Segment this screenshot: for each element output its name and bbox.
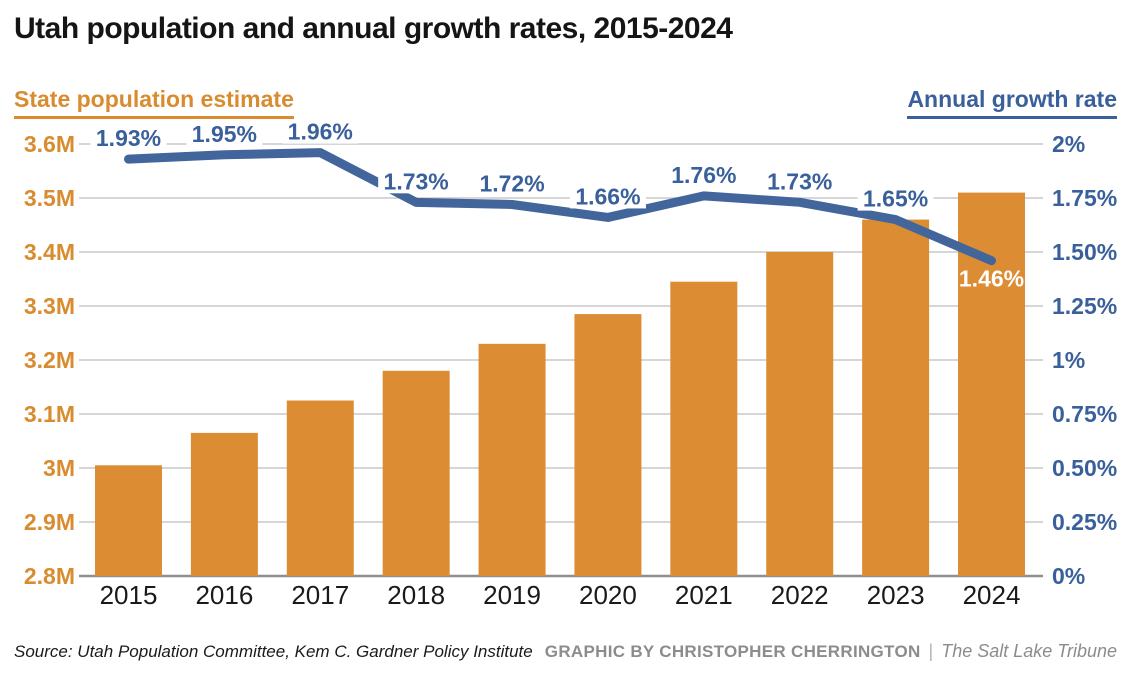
right-axis-tick-label: 1% (1052, 347, 1085, 373)
left-axis-tick-label: 3.5M (24, 185, 75, 211)
x-axis-year-label: 2019 (483, 580, 541, 610)
left-axis-tick-label: 3.2M (24, 347, 75, 373)
x-axis-year-label: 2015 (100, 580, 158, 610)
left-axis-tick-label: 2.8M (24, 563, 75, 589)
point-label-bg (665, 163, 742, 187)
point-label-bg (282, 120, 359, 144)
growth-rate-point-label: 1.93% (96, 125, 161, 151)
left-axis-tick-label: 3.4M (24, 239, 75, 265)
x-axis-year-label: 2016 (195, 580, 253, 610)
right-axis-tick-label: 1.25% (1052, 293, 1117, 319)
point-label-bg (857, 187, 934, 211)
point-label-bg (378, 170, 455, 194)
right-axis-tick-label: 0.50% (1052, 455, 1117, 481)
bar-2017 (286, 400, 354, 576)
x-axis-year-label: 2024 (963, 580, 1021, 610)
legend-growth-rate-label: Annual growth rate (907, 86, 1117, 119)
bar-2015 (95, 465, 162, 576)
x-axis-year-label: 2020 (579, 580, 637, 610)
growth-rate-line (124, 148, 996, 266)
point-label-bg (90, 127, 167, 151)
growth-rate-point-label: 1.46% (959, 266, 1024, 292)
bar-2018 (382, 370, 450, 576)
bar-2022 (766, 252, 834, 576)
legend-population-label: State population estimate (14, 86, 294, 119)
combo-chart: 3.6M 2% 3.5M 1.75% 3.4M 1.50% 3.3M 1.25% 3.2M 1% 3… (24, 119, 1117, 610)
left-axis-tick-label: 2.9M (24, 509, 75, 535)
bar-2016 (190, 432, 258, 576)
bar-2020 (574, 314, 642, 576)
credit-block: GRAPHIC BY CHRISTOPHER CHERRINGTON | The S… (545, 641, 1117, 662)
x-axis-year-label: 2022 (771, 580, 829, 610)
x-axis-year-label: 2021 (675, 580, 733, 610)
credit-text: GRAPHIC BY CHRISTOPHER CHERRINGTON (544, 642, 921, 661)
credit-separator: | (928, 641, 934, 661)
point-label-bg (761, 170, 838, 194)
right-axis-tick-label: 0% (1052, 563, 1085, 589)
x-axis-year-label: 2023 (867, 580, 925, 610)
growth-rate-point-label: 1.66% (575, 183, 640, 209)
bar-2019 (478, 343, 546, 576)
right-axis-tick-label: 2% (1052, 131, 1085, 157)
growth-rate-point-label: 1.76% (671, 162, 736, 188)
x-axis-year-label: 2018 (387, 580, 445, 610)
bar-2023 (862, 219, 930, 576)
page-title: Utah population and annual growth rates,… (14, 12, 733, 45)
left-axis-tick-label: 3.3M (24, 293, 75, 319)
right-axis-tick-label: 1.75% (1052, 185, 1117, 211)
source-text: Source: Utah Population Committee, Kem C… (14, 642, 533, 661)
growth-rate-point-label: 1.95% (192, 121, 257, 147)
right-axis-tick-label: 1.50% (1052, 239, 1117, 265)
right-axis-tick-label: 0.25% (1052, 509, 1117, 535)
growth-rate-point-label: 1.65% (863, 186, 928, 212)
left-axis-tick-label: 3M (43, 455, 75, 481)
right-axis-tick-label: 0.75% (1052, 401, 1117, 427)
left-axis-tick-label: 3.6M (24, 131, 75, 157)
point-label-bg (474, 172, 551, 196)
growth-rate-point-label: 1.96% (288, 119, 353, 145)
bar-2021 (670, 281, 738, 576)
footer: Source: Utah Population Committee, Kem C… (14, 641, 1117, 662)
growth-rate-point-label: 1.73% (767, 168, 832, 194)
point-label-bg (569, 185, 646, 209)
publication-name: The Salt Lake Tribune (941, 641, 1117, 661)
growth-rate-point-label: 1.72% (479, 170, 544, 196)
point-label-bg (186, 122, 263, 146)
growth-rate-point-label: 1.73% (384, 168, 449, 194)
x-axis-year-label: 2017 (291, 580, 349, 610)
left-axis-tick-label: 3.1M (24, 401, 75, 427)
